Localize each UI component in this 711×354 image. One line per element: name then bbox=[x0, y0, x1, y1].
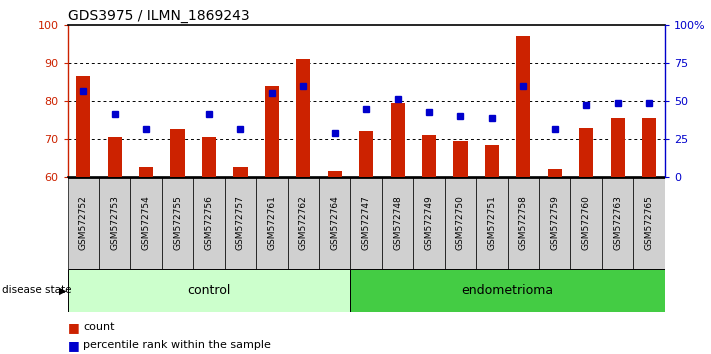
Bar bbox=[602, 177, 634, 269]
Text: count: count bbox=[83, 322, 114, 332]
Text: GSM572753: GSM572753 bbox=[110, 195, 119, 251]
Text: GSM572758: GSM572758 bbox=[519, 195, 528, 251]
Bar bbox=[516, 36, 530, 177]
Bar bbox=[287, 177, 319, 269]
Text: GSM572759: GSM572759 bbox=[550, 195, 560, 251]
Text: GSM572763: GSM572763 bbox=[613, 195, 622, 251]
Bar bbox=[413, 177, 445, 269]
Bar bbox=[107, 137, 122, 177]
Bar bbox=[68, 177, 99, 269]
Bar bbox=[99, 177, 130, 269]
Text: GSM572760: GSM572760 bbox=[582, 195, 591, 251]
Text: GSM572756: GSM572756 bbox=[205, 195, 213, 251]
Text: GSM572765: GSM572765 bbox=[645, 195, 653, 251]
Bar bbox=[256, 177, 287, 269]
Text: endometrioma: endometrioma bbox=[461, 284, 554, 297]
Bar bbox=[642, 118, 656, 177]
Text: GSM572764: GSM572764 bbox=[330, 196, 339, 250]
Text: GSM572750: GSM572750 bbox=[456, 195, 465, 251]
Text: ▶: ▶ bbox=[59, 285, 67, 295]
Bar bbox=[445, 177, 476, 269]
Text: GSM572755: GSM572755 bbox=[173, 195, 182, 251]
Bar bbox=[130, 177, 162, 269]
Bar bbox=[264, 86, 279, 177]
Bar bbox=[579, 127, 593, 177]
Text: percentile rank within the sample: percentile rank within the sample bbox=[83, 340, 271, 350]
Bar bbox=[193, 177, 225, 269]
Text: GSM572752: GSM572752 bbox=[79, 196, 87, 250]
Text: ■: ■ bbox=[68, 321, 80, 334]
Text: GSM572762: GSM572762 bbox=[299, 196, 308, 250]
Text: GSM572751: GSM572751 bbox=[488, 195, 496, 251]
Bar bbox=[547, 170, 562, 177]
Bar bbox=[76, 76, 90, 177]
Text: GSM572747: GSM572747 bbox=[362, 196, 370, 250]
Bar bbox=[319, 177, 351, 269]
Bar bbox=[485, 145, 499, 177]
Bar bbox=[351, 177, 382, 269]
Bar bbox=[202, 137, 216, 177]
Bar bbox=[68, 269, 351, 312]
Bar bbox=[171, 130, 185, 177]
Text: control: control bbox=[187, 284, 230, 297]
Text: GSM572748: GSM572748 bbox=[393, 196, 402, 250]
Bar bbox=[382, 177, 413, 269]
Text: GDS3975 / ILMN_1869243: GDS3975 / ILMN_1869243 bbox=[68, 9, 249, 23]
Bar bbox=[390, 103, 405, 177]
Bar bbox=[422, 135, 436, 177]
Bar bbox=[454, 141, 468, 177]
Bar bbox=[611, 118, 625, 177]
Bar bbox=[162, 177, 193, 269]
Text: GSM572761: GSM572761 bbox=[267, 195, 277, 251]
Bar bbox=[570, 177, 602, 269]
Text: GSM572749: GSM572749 bbox=[424, 196, 434, 250]
Bar bbox=[139, 167, 153, 177]
Bar bbox=[328, 171, 342, 177]
Bar bbox=[296, 59, 311, 177]
Text: ■: ■ bbox=[68, 339, 80, 352]
Bar bbox=[225, 177, 256, 269]
Bar bbox=[476, 177, 508, 269]
Bar bbox=[634, 177, 665, 269]
Text: disease state: disease state bbox=[2, 285, 72, 295]
Text: GSM572754: GSM572754 bbox=[141, 196, 151, 250]
Text: GSM572757: GSM572757 bbox=[236, 195, 245, 251]
Bar bbox=[359, 131, 373, 177]
Bar bbox=[539, 177, 570, 269]
Bar bbox=[233, 167, 247, 177]
Bar bbox=[351, 269, 665, 312]
Bar bbox=[508, 177, 539, 269]
